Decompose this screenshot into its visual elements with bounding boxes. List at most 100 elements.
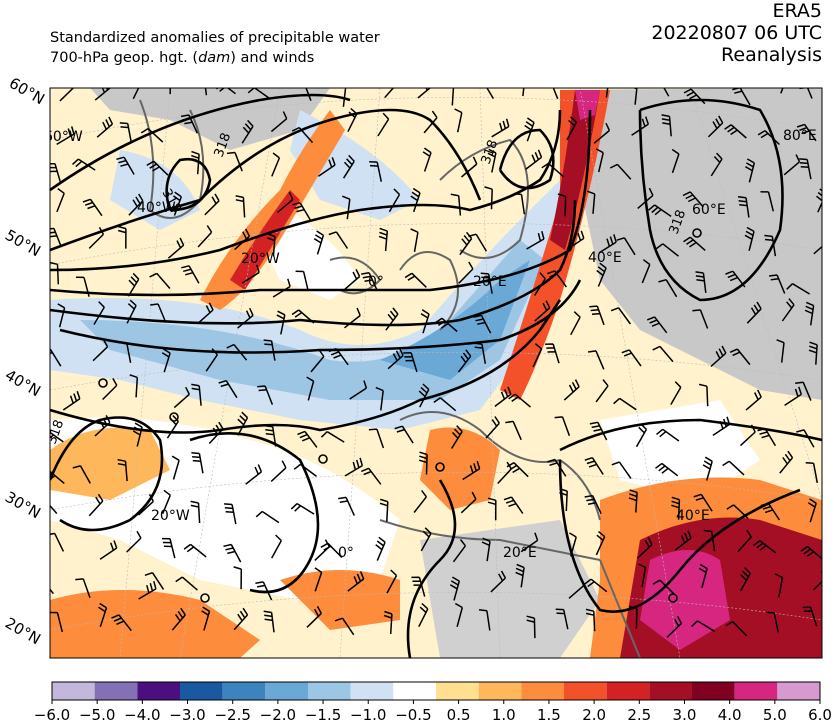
- wind-barb: [683, 88, 706, 105]
- wind-barb: [404, 272, 427, 288]
- wind-barb: [237, 411, 249, 436]
- marker-2: [169, 412, 179, 422]
- wind-barb: [570, 311, 581, 336]
- colorbar-tick-label: 2.0: [582, 706, 606, 724]
- wind-barb: [746, 301, 762, 324]
- map-field: 318 318 318 318 318 60°W 40°W 20°W 0° 20…: [50, 88, 822, 658]
- wind-barb: [418, 451, 428, 475]
- wind-barb: [50, 611, 64, 633]
- wind-barb: [342, 154, 355, 179]
- wind-barb: [226, 343, 248, 361]
- wind-barb: [201, 606, 211, 631]
- wind-barb: [88, 493, 104, 517]
- wind-barb: [703, 529, 716, 552]
- wind-barb: [671, 496, 681, 520]
- wind-barb: [306, 606, 322, 628]
- wind-barb: [776, 339, 785, 363]
- wind-barb: [611, 461, 632, 479]
- wind-barb: [450, 425, 463, 449]
- wind-barb: [520, 532, 539, 553]
- wind-barb: [71, 158, 96, 171]
- wind-barb: [132, 422, 143, 447]
- pos-anomaly-sahara: [280, 570, 400, 630]
- wind-barb: [128, 193, 144, 216]
- wind-barb: [75, 578, 91, 599]
- wind-barb: [729, 348, 751, 366]
- wind-barb: [270, 111, 288, 133]
- coast-britain: [399, 251, 459, 331]
- wind-barb: [394, 425, 414, 444]
- wind-barbs: [50, 88, 822, 639]
- wind-barb: [522, 88, 525, 97]
- wind-barb: [149, 272, 171, 289]
- wind-barb: [557, 193, 567, 217]
- wind-barb: [484, 186, 493, 210]
- wind-barb: [745, 389, 762, 411]
- wind-barb: [613, 397, 637, 411]
- lon-label-20e: 20°E: [473, 274, 507, 290]
- contour-11: [406, 479, 457, 658]
- wind-barb: [422, 147, 432, 172]
- wind-barb: [247, 88, 272, 100]
- wind-barb: [233, 607, 249, 631]
- wind-barb: [313, 230, 325, 255]
- wind-barb: [387, 347, 404, 370]
- contour-4: [50, 109, 592, 297]
- lon-label-0-south: 0°: [338, 545, 354, 561]
- wind-barb: [541, 162, 564, 178]
- colorbar-swatch: [478, 682, 522, 700]
- pos-anomaly-south-west: [50, 590, 260, 658]
- wind-barb: [658, 278, 678, 298]
- wind-barb: [593, 122, 611, 144]
- wind-barb: [526, 231, 545, 250]
- wind-barb: [480, 272, 493, 294]
- colorbar-tick-label: 6.0: [808, 706, 832, 724]
- wind-barb: [344, 457, 364, 477]
- wind-barb: [418, 602, 429, 628]
- wind-barb: [183, 543, 207, 558]
- wind-barb: [459, 231, 473, 256]
- wind-barb: [88, 227, 105, 249]
- wind-barb: [506, 462, 529, 478]
- wind-barb: [808, 341, 818, 365]
- wind-barb: [379, 498, 389, 522]
- wind-barb: [342, 88, 347, 107]
- wind-barb: [641, 259, 651, 284]
- wind-barb: [129, 374, 139, 398]
- wind-barb: [270, 460, 287, 482]
- wind-barb: [342, 195, 351, 220]
- wind-barb: [559, 487, 568, 512]
- wind-barb: [739, 424, 756, 447]
- wind-barb: [490, 570, 507, 593]
- wind-barb: [566, 230, 585, 251]
- wind-barb: [610, 307, 632, 325]
- contour-azores: [50, 416, 164, 532]
- wind-barb: [297, 430, 318, 448]
- wind-barb: [56, 187, 65, 213]
- wind-barb: [655, 243, 679, 257]
- wind-barb: [241, 264, 260, 284]
- wind-barb: [99, 540, 118, 560]
- lon-labels: 60°W 40°W 20°W 0° 20°E 40°E 60°E 80°E 20…: [50, 128, 817, 561]
- wind-barb: [780, 88, 784, 94]
- colorbar-swatch: [52, 682, 95, 700]
- parallel-30: [50, 472, 822, 511]
- wind-barb: [628, 489, 638, 513]
- wind-barb: [161, 348, 171, 373]
- colorbar-boxes: [51, 681, 821, 701]
- wind-barb: [757, 130, 780, 146]
- wind-barb: [403, 352, 418, 373]
- wind-barb: [167, 237, 185, 259]
- wind-barb: [486, 88, 495, 99]
- wind-barb: [92, 339, 109, 362]
- colorbar-tick-label: −3.0: [169, 706, 205, 724]
- colorbar-frame: [51, 681, 821, 701]
- subtitle-post: ) and winds: [230, 50, 315, 66]
- wind-barb: [757, 427, 777, 447]
- lon-label-40e: 40°E: [588, 250, 622, 266]
- wind-barb: [205, 348, 219, 372]
- wind-barb: [646, 316, 668, 334]
- wind-barb: [146, 160, 169, 176]
- wind-barb: [295, 270, 309, 292]
